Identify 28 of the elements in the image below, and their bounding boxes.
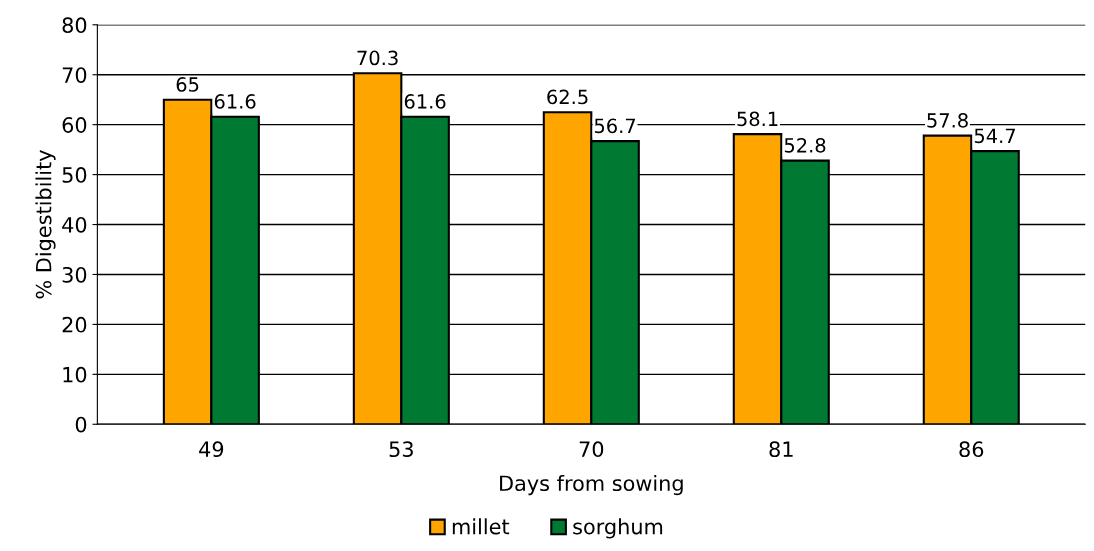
y-tick-label: 20 <box>62 316 87 333</box>
data-label: 62.5 <box>547 89 588 105</box>
data-label: 65 <box>176 77 199 92</box>
data-label: 61.6 <box>214 94 256 109</box>
legend-label: millet <box>452 518 510 535</box>
y-tick-label: 60 <box>62 117 87 133</box>
data-label: 61.6 <box>404 94 446 109</box>
x-tick-label: 53 <box>389 441 413 458</box>
x-axis-title: Days from sowing <box>500 474 683 496</box>
data-label: 52.8 <box>784 137 826 153</box>
y-tick-label: 80 <box>62 17 87 34</box>
y-tick-label: 10 <box>63 366 87 383</box>
y-tick-label: 50 <box>62 167 87 183</box>
x-tick-label: 81 <box>769 441 793 458</box>
y-tick-label: 40 <box>62 216 87 233</box>
x-tick-label: 86 <box>959 441 984 458</box>
data-label: 70.3 <box>357 50 398 66</box>
data-label: 58.1 <box>737 111 778 127</box>
data-label: 56.7 <box>594 118 636 134</box>
x-tick-label: 70 <box>579 441 604 458</box>
y-tick-label: 30 <box>62 266 87 283</box>
data-label: 57.8 <box>927 113 968 128</box>
y-axis-title: % Digestibility <box>35 150 56 299</box>
x-tick-label: 49 <box>199 441 224 458</box>
y-tick-label: 0 <box>75 416 87 433</box>
y-tick-label: 70 <box>62 67 87 83</box>
data-label: 54.7 <box>974 128 1015 144</box>
legend-label: sorghum <box>573 518 663 539</box>
